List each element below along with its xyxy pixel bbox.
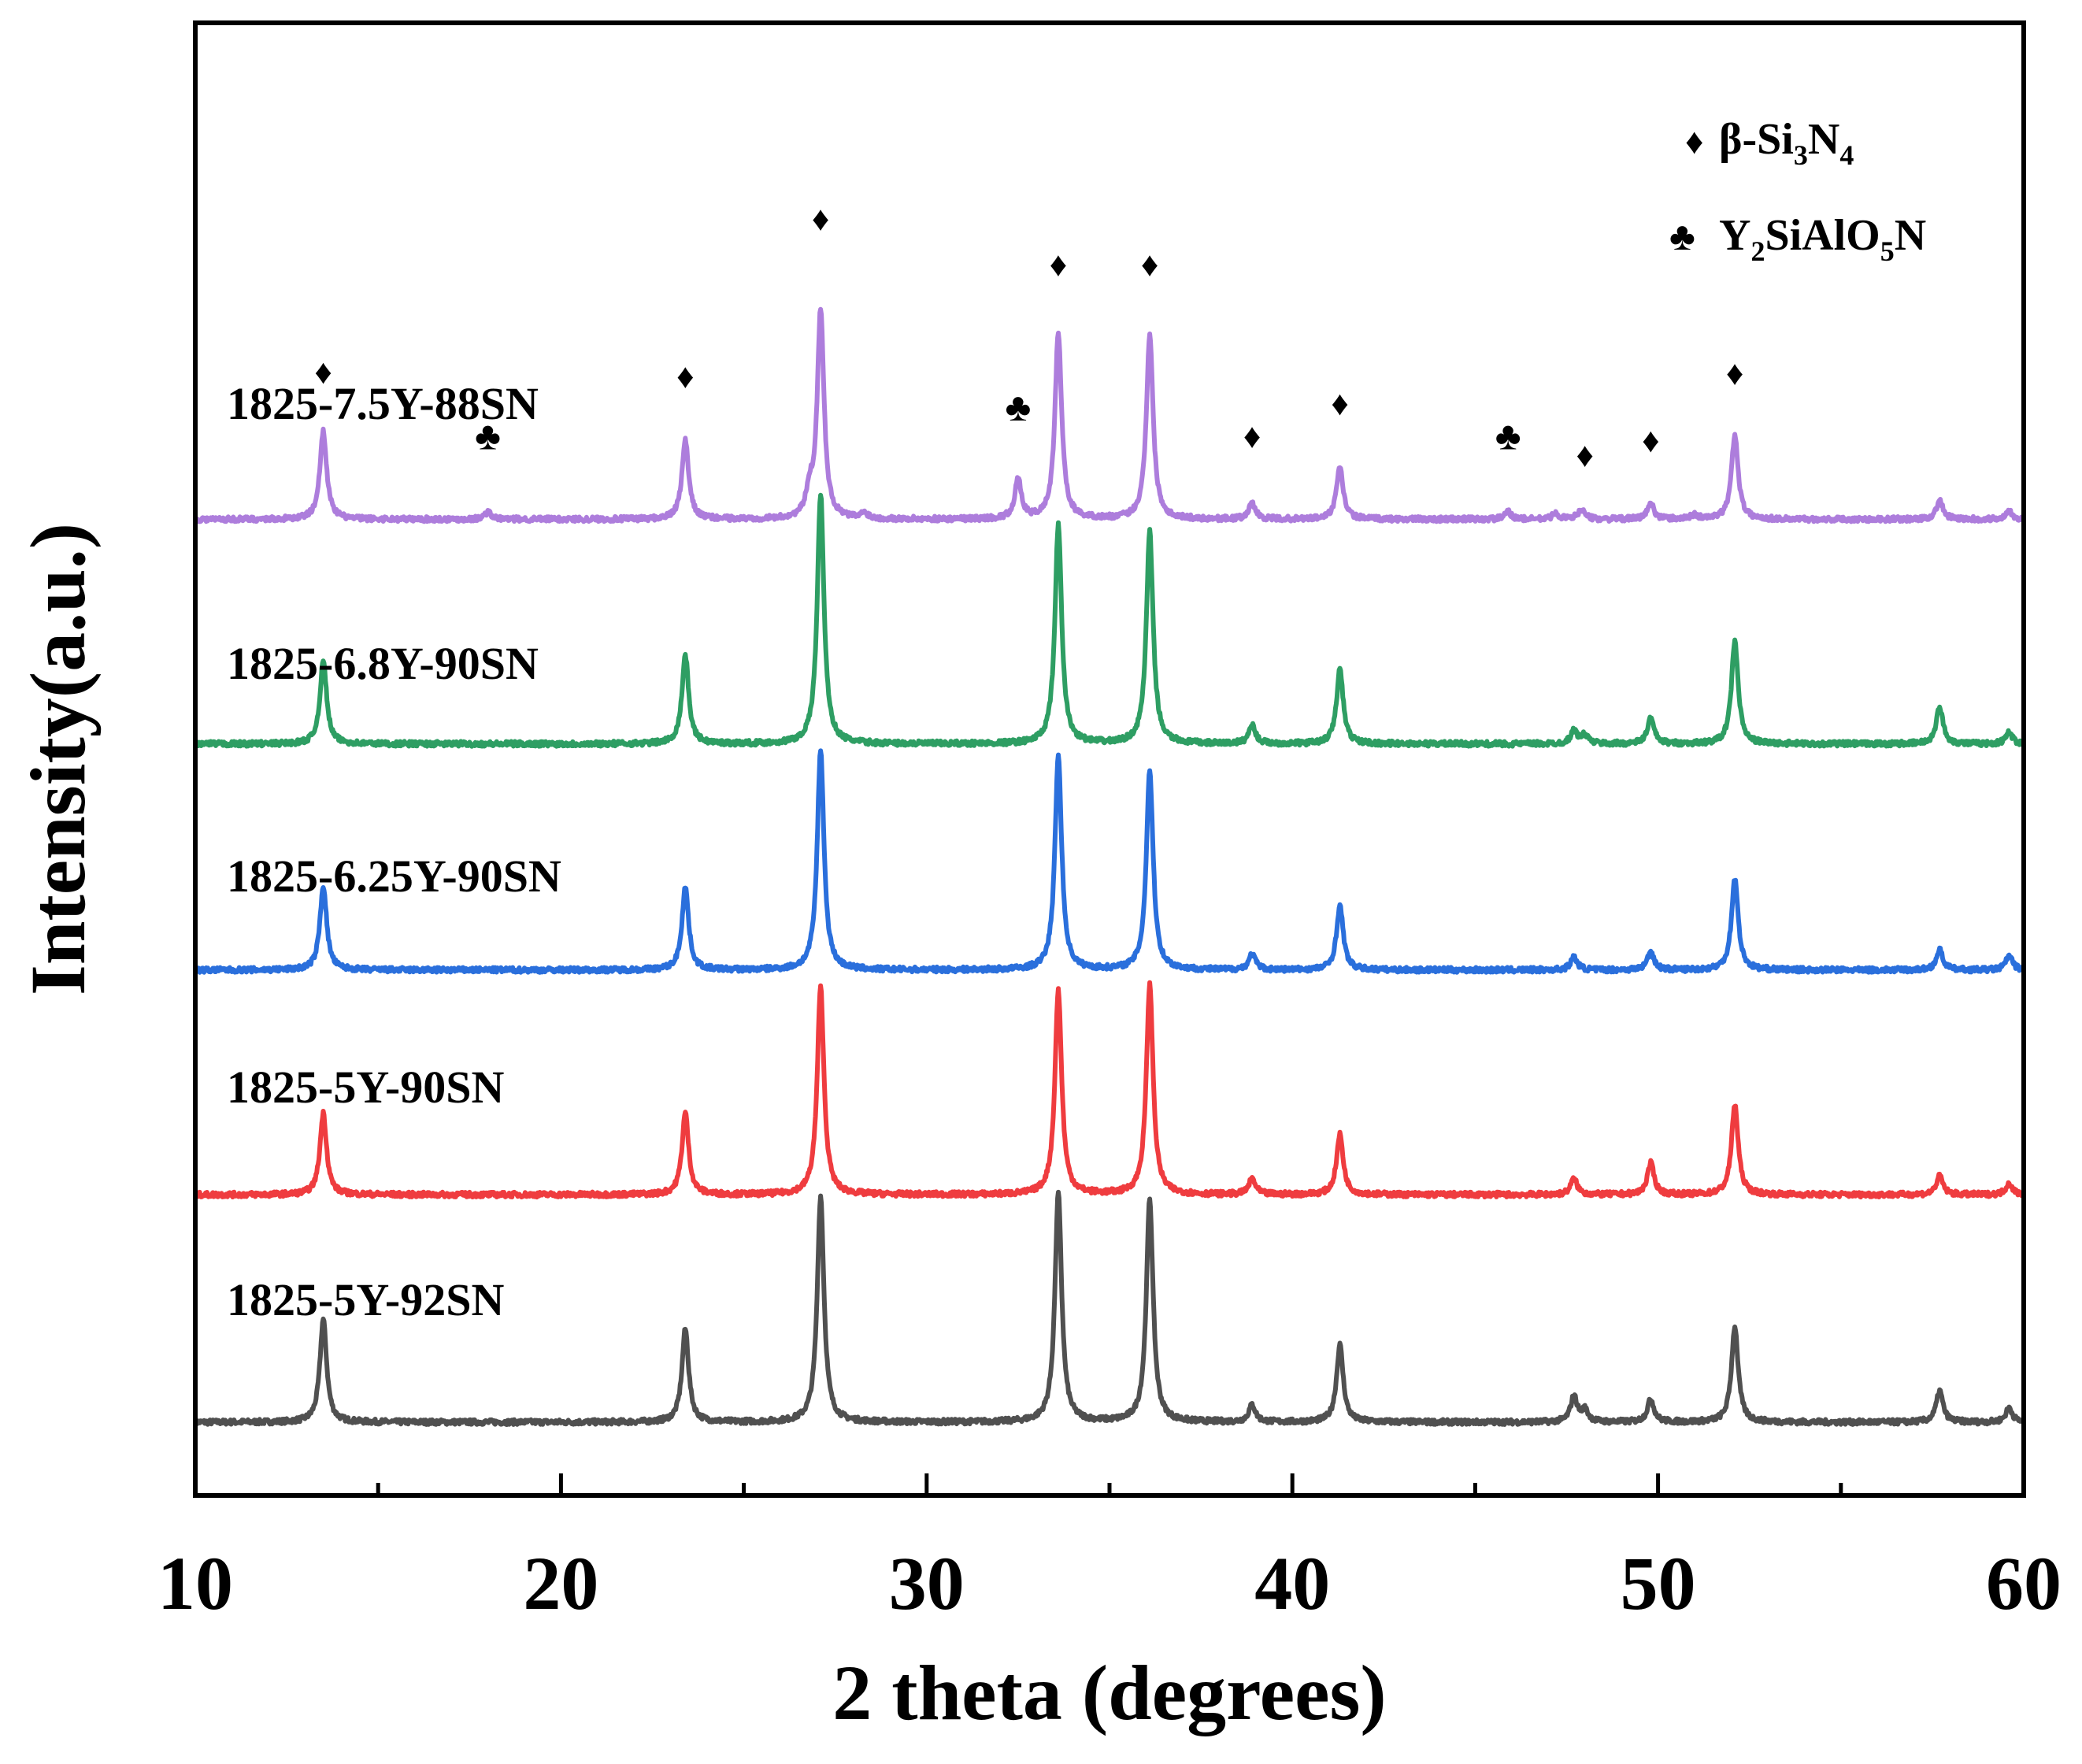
club-marker: ♣ <box>475 413 501 458</box>
series-layer <box>193 306 2026 1427</box>
diamond-marker: ♦ <box>1576 435 1593 474</box>
legend-entry-y2sialo5n: ♣ Y2SiAlO5N <box>1669 211 1926 267</box>
club-marker: ♣ <box>1495 413 1521 458</box>
plot-frame <box>193 20 2026 1498</box>
x-tick-label: 10 <box>157 1541 233 1625</box>
x-axis-label: 2 theta (degrees) <box>832 1649 1386 1736</box>
legend-label-beta-si3n4: β-Si3N4 <box>1719 115 1854 171</box>
series-line-1825-6-25y-90sn <box>193 748 2026 975</box>
x-tick-label: 50 <box>1621 1541 1696 1625</box>
diamond-marker: ♦ <box>1331 384 1348 423</box>
series-line-1825-6-8y-90sn <box>193 492 2026 749</box>
diamond-marker: ♦ <box>812 199 829 238</box>
series-line-1825-5y-90sn <box>193 980 2026 1200</box>
diamond-icon: ♦ <box>1685 121 1703 161</box>
diamond-marker: ♦ <box>314 353 332 391</box>
series-label-1825-5y-90sn: 1825-5Y-90SN <box>227 1062 504 1113</box>
legend-entry-beta-si3n4: ♦ β-Si3N4 <box>1685 115 1854 171</box>
series-label-1825-6-25y-90sn: 1825-6.25Y-90SN <box>227 850 561 902</box>
series-line-1825-7-5y-88sn <box>193 306 2026 524</box>
x-tick-label: 60 <box>1986 1541 2062 1625</box>
diamond-marker: ♦ <box>1726 354 1743 393</box>
x-tick-label: 40 <box>1254 1541 1330 1625</box>
axis-layer: 10 20 30 40 50 60 <box>157 1473 2062 1625</box>
legend-label-y2sialo5n: Y2SiAlO5N <box>1719 211 1926 267</box>
x-tick-label: 20 <box>523 1541 598 1625</box>
diamond-marker: ♦ <box>1141 246 1158 284</box>
diamond-marker: ♦ <box>1050 246 1067 284</box>
series-label-1825-7-5y-88sn: 1825-7.5Y-88SN <box>227 378 539 429</box>
club-icon: ♣ <box>1669 214 1695 258</box>
annotation-layer: ♦ ♣ ♦ ♦ ♣ ♦ ♦ ♦ ♦ ♣ ♦ ♦ ♦ <box>314 199 1743 474</box>
y-axis-label: Intensity(a.u.) <box>14 523 102 995</box>
series-label-1825-6-8y-90sn: 1825-6.8Y-90SN <box>227 638 539 689</box>
x-tick-label: 30 <box>889 1541 965 1625</box>
diamond-marker: ♦ <box>1642 421 1659 460</box>
series-label-1825-5y-92sn: 1825-5Y-92SN <box>227 1274 504 1325</box>
series-label-layer: 1825-5Y-92SN 1825-5Y-90SN 1825-6.25Y-90SN 1… <box>227 378 561 1325</box>
club-marker: ♣ <box>1005 385 1031 429</box>
diamond-marker: ♦ <box>676 357 694 395</box>
legend: ♦ β-Si3N4 ♣ Y2SiAlO5N <box>1669 115 1926 267</box>
series-line-1825-5y-92sn <box>193 1189 2026 1427</box>
diamond-marker: ♦ <box>1243 417 1261 456</box>
